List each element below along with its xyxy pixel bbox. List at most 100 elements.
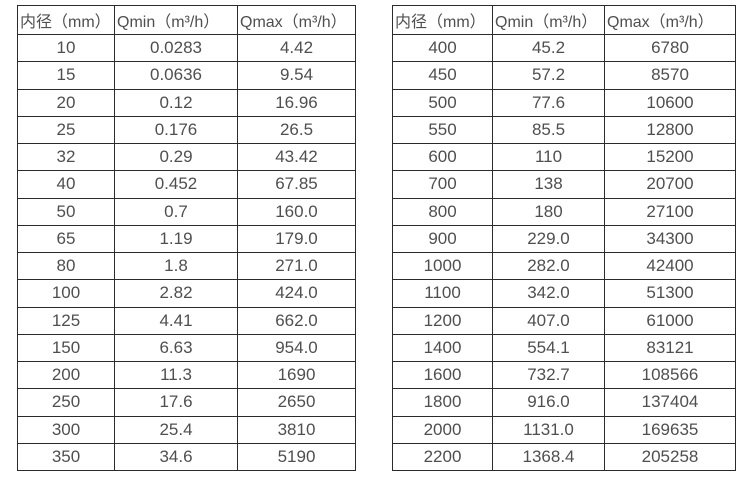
table-cell: 20700 bbox=[604, 170, 736, 199]
table-cell: 700 bbox=[392, 170, 493, 199]
table-cell: 400 bbox=[392, 33, 493, 63]
column-header: Qmin（m³/h） bbox=[492, 5, 605, 35]
table-row: 800 180 27100 bbox=[392, 197, 736, 226]
table-row: 125 4.41 662.0 bbox=[17, 306, 356, 335]
table-row: 20 0.12 16.96 bbox=[17, 88, 356, 117]
table-cell: 20 bbox=[17, 88, 115, 117]
table-cell: 83121 bbox=[604, 333, 736, 363]
table-cell: 0.0636 bbox=[114, 61, 238, 90]
table-cell: 342.0 bbox=[492, 279, 605, 308]
table-cell: 954.0 bbox=[237, 333, 356, 363]
table-cell: 271.0 bbox=[237, 251, 356, 281]
table-cell: 45.2 bbox=[492, 33, 605, 63]
table-cell: 662.0 bbox=[237, 306, 356, 335]
table-cell: 25.4 bbox=[114, 415, 238, 444]
table-cell: 0.29 bbox=[114, 142, 238, 172]
table-cell: 0.12 bbox=[114, 88, 238, 117]
table-cell: 1100 bbox=[392, 279, 493, 308]
table-cell: 16.96 bbox=[237, 88, 356, 117]
table-cell: 25 bbox=[17, 115, 115, 145]
table-cell: 57.2 bbox=[492, 61, 605, 90]
header-row: 内径（mm） Qmin（m³/h） Qmax（m³/h） bbox=[392, 5, 736, 35]
table-cell: 43.42 bbox=[237, 142, 356, 172]
column-header: Qmin（m³/h） bbox=[114, 5, 238, 35]
table-cell: 0.7 bbox=[114, 197, 238, 226]
table-cell: 15 bbox=[17, 61, 115, 90]
table-cell: 424.0 bbox=[237, 279, 356, 308]
table-cell: 80 bbox=[17, 251, 115, 281]
table-row: 1800 916.0 137404 bbox=[392, 388, 736, 417]
table-cell: 110 bbox=[492, 142, 605, 172]
table-cell: 34300 bbox=[604, 224, 736, 254]
table-cell: 1368.4 bbox=[492, 442, 605, 472]
column-header: 内径（mm） bbox=[17, 5, 115, 35]
table-cell: 1.19 bbox=[114, 224, 238, 254]
table-cell: 1600 bbox=[392, 360, 493, 390]
table-row: 1100 342.0 51300 bbox=[392, 279, 736, 308]
table-cell: 2.82 bbox=[114, 279, 238, 308]
table-cell: 77.6 bbox=[492, 88, 605, 117]
table-cell: 138 bbox=[492, 170, 605, 199]
table-cell: 42400 bbox=[604, 251, 736, 281]
table-cell: 205258 bbox=[604, 442, 736, 472]
table-cell: 67.85 bbox=[237, 170, 356, 199]
table-cell: 32 bbox=[17, 142, 115, 172]
table-cell: 900 bbox=[392, 224, 493, 254]
table-cell: 5190 bbox=[237, 442, 356, 472]
table-row: 80 1.8 271.0 bbox=[17, 251, 356, 281]
table-cell: 2200 bbox=[392, 442, 493, 472]
header-row: 内径（mm） Qmin（m³/h） Qmax（m³/h） bbox=[17, 5, 356, 35]
table-row: 32 0.29 43.42 bbox=[17, 142, 356, 172]
table-cell: 554.1 bbox=[492, 333, 605, 363]
table-row: 500 77.6 10600 bbox=[392, 88, 736, 117]
table-cell: 1800 bbox=[392, 388, 493, 417]
table-cell: 9.54 bbox=[237, 61, 356, 90]
table-cell: 137404 bbox=[604, 388, 736, 417]
table-cell: 300 bbox=[17, 415, 115, 444]
table-cell: 2650 bbox=[237, 388, 356, 417]
table-row: 600 110 15200 bbox=[392, 142, 736, 172]
table-cell: 10 bbox=[17, 33, 115, 63]
table-cell: 0.176 bbox=[114, 115, 238, 145]
table-cell: 1400 bbox=[392, 333, 493, 363]
table-cell: 169635 bbox=[604, 415, 736, 444]
table-cell: 100 bbox=[17, 279, 115, 308]
table-cell: 4.41 bbox=[114, 306, 238, 335]
table-cell: 229.0 bbox=[492, 224, 605, 254]
table-row: 350 34.6 5190 bbox=[17, 442, 356, 472]
table-cell: 200 bbox=[17, 360, 115, 390]
table-row: 300 25.4 3810 bbox=[17, 415, 356, 444]
table-cell: 732.7 bbox=[492, 360, 605, 390]
table-row: 10 0.0283 4.42 bbox=[17, 33, 356, 63]
table-cell: 179.0 bbox=[237, 224, 356, 254]
table-cell: 26.5 bbox=[237, 115, 356, 145]
table-cell: 6.63 bbox=[114, 333, 238, 363]
table-cell: 85.5 bbox=[492, 115, 605, 145]
table-cell: 3810 bbox=[237, 415, 356, 444]
table-cell: 40 bbox=[17, 170, 115, 199]
table-cell: 160.0 bbox=[237, 197, 356, 226]
table-row: 550 85.5 12800 bbox=[392, 115, 736, 145]
table-cell: 27100 bbox=[604, 197, 736, 226]
flow-spec-table-large-diameters: 内径（mm） Qmin（m³/h） Qmax（m³/h） 400 45.2 6780 450… bbox=[392, 5, 736, 472]
table-cell: 800 bbox=[392, 197, 493, 226]
table-cell: 12800 bbox=[604, 115, 736, 145]
table-cell: 1.8 bbox=[114, 251, 238, 281]
table-cell: 65 bbox=[17, 224, 115, 254]
table-row: 150 6.63 954.0 bbox=[17, 333, 356, 363]
table-row: 100 2.82 424.0 bbox=[17, 279, 356, 308]
table-cell: 916.0 bbox=[492, 388, 605, 417]
table-cell: 450 bbox=[392, 61, 493, 90]
table-row: 1200 407.0 61000 bbox=[392, 306, 736, 335]
table-cell: 50 bbox=[17, 197, 115, 226]
table-cell: 51300 bbox=[604, 279, 736, 308]
table-cell: 1200 bbox=[392, 306, 493, 335]
table-row: 25 0.176 26.5 bbox=[17, 115, 356, 145]
column-header: 内径（mm） bbox=[392, 5, 493, 35]
table-row: 40 0.452 67.85 bbox=[17, 170, 356, 199]
table-cell: 1131.0 bbox=[492, 415, 605, 444]
table-cell: 2000 bbox=[392, 415, 493, 444]
table-cell: 282.0 bbox=[492, 251, 605, 281]
table-row: 900 229.0 34300 bbox=[392, 224, 736, 254]
